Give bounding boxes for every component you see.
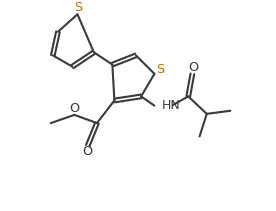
Text: O: O bbox=[70, 102, 80, 115]
Text: S: S bbox=[156, 63, 165, 76]
Text: HN: HN bbox=[162, 99, 180, 112]
Text: O: O bbox=[83, 145, 93, 158]
Text: S: S bbox=[74, 1, 82, 14]
Text: O: O bbox=[188, 61, 198, 74]
